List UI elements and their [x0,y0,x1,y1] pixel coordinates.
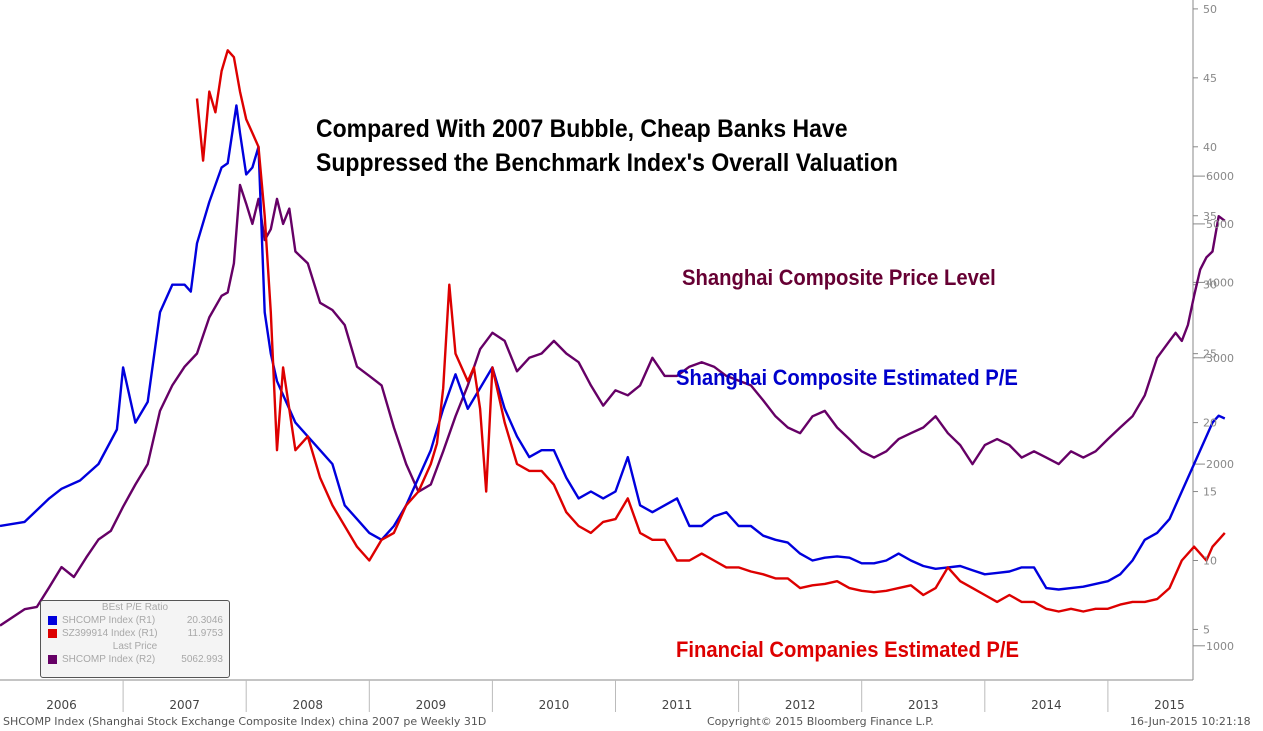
r1-tick-label: 10 [1203,555,1217,568]
chart-title: Compared With 2007 Bubble, Cheap Banks H… [316,112,898,180]
legend-item-label: SHCOMP Index (R1) [62,615,156,626]
chart-title-line-2: Suppressed the Benchmark Index's Overall… [316,149,898,177]
r2-tick-label: 6000 [1206,170,1234,183]
legend-swatch-icon [48,616,57,625]
legend-swatch-icon [48,629,57,638]
legend-item-value: 20.3046 [186,615,223,626]
legend-item-label: SZ399914 Index (R1) [62,628,158,639]
x-tick-label: 2010 [539,698,570,712]
annotation-pe: Shanghai Composite Estimated P/E [676,365,1018,390]
legend-header-price: Last Price [112,641,158,652]
legend-item-value: 11.9753 [187,628,223,639]
x-tick-label: 2006 [46,698,77,712]
r1-tick-label: 40 [1203,141,1217,154]
series-line-shcomp-index-r1 [0,104,1226,591]
chart-title-line-1: Compared With 2007 Bubble, Cheap Banks H… [316,115,848,143]
r1-tick-label: 50 [1203,3,1217,16]
x-tick-label: 2015 [1154,698,1185,712]
x-tick-label: 2011 [662,698,693,712]
legend-item-sz399914-pe: SZ399914 Index (R1) 11.9753 [41,627,229,640]
footer-timestamp: 16-Jun-2015 10:21:18 [1130,715,1251,728]
x-tick-label: 2014 [1031,698,1062,712]
series-line-shcomp-index-r2 [0,183,1226,627]
annotation-price-level: Shanghai Composite Price Level [682,265,996,290]
r1-tick-label: 30 [1203,279,1217,292]
r2-tick-label: 3000 [1206,352,1234,365]
series-line-sz399914-index-r1 [195,49,1226,613]
legend-item-value: 5062.993 [181,654,223,665]
footer-source: SHCOMP Index (Shanghai Stock Exchange Co… [3,715,487,728]
legend: BEst P/E Ratio SHCOMP Index (R1) 20.3046… [40,600,230,678]
legend-item-shcomp-price: SHCOMP Index (R2) 5062.993 [41,653,229,666]
x-tick-label: 2009 [416,698,447,712]
x-tick-label: 2007 [169,698,200,712]
legend-header-pe: BEst P/E Ratio [101,602,169,613]
footer-copyright: Copyright© 2015 Bloomberg Finance L.P. [707,715,934,728]
r1-tick-label: 35 [1203,210,1217,223]
annotation-financial-pe: Financial Companies Estimated P/E [676,637,1020,662]
r1-tick-label: 45 [1203,72,1217,85]
x-tick-label: 2013 [908,698,939,712]
r1-tick-label: 15 [1203,486,1217,499]
x-tick-label: 2008 [292,698,323,712]
r2-tick-label: 1000 [1206,640,1234,653]
legend-item-label: SHCOMP Index (R2) [62,654,156,665]
r2-tick-label: 2000 [1206,458,1234,471]
r1-tick-label: 20 [1203,417,1217,430]
r2-tick-label: 4000 [1206,276,1234,289]
r1-tick-label: 25 [1203,348,1217,361]
r1-tick-label: 5 [1203,623,1210,636]
legend-swatch-icon [48,655,57,664]
r2-tick-label: 5000 [1206,218,1234,231]
legend-item-shcomp-pe: SHCOMP Index (R1) 20.3046 [41,614,229,627]
x-tick-label: 2012 [785,698,816,712]
